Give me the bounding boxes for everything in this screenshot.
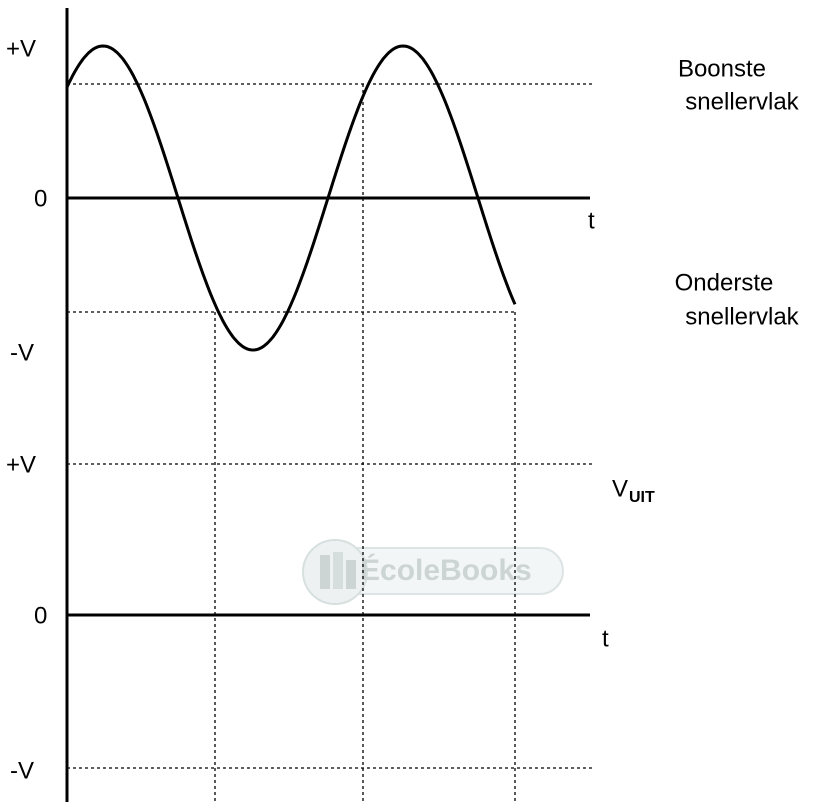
threshold-label: snellervlak: [685, 303, 799, 330]
y-label: +V: [6, 35, 36, 62]
y-label: 0: [34, 185, 47, 212]
threshold-label: Onderste: [675, 269, 774, 296]
watermark: ÉcoleBooks: [302, 539, 564, 605]
y-label: -V: [10, 757, 34, 784]
y-label: +V: [6, 451, 36, 478]
output-label: V: [612, 475, 628, 502]
x-label: t: [588, 207, 595, 234]
threshold-label: snellervlak: [685, 88, 799, 115]
threshold-label: Boonste: [678, 55, 766, 82]
y-label: 0: [34, 602, 47, 629]
y-label: -V: [10, 339, 34, 366]
output-subscript: UIT: [629, 489, 655, 506]
x-label: t: [602, 625, 609, 652]
watermark-text: ÉcoleBooks: [360, 553, 532, 587]
input-sine: [65, 44, 517, 352]
